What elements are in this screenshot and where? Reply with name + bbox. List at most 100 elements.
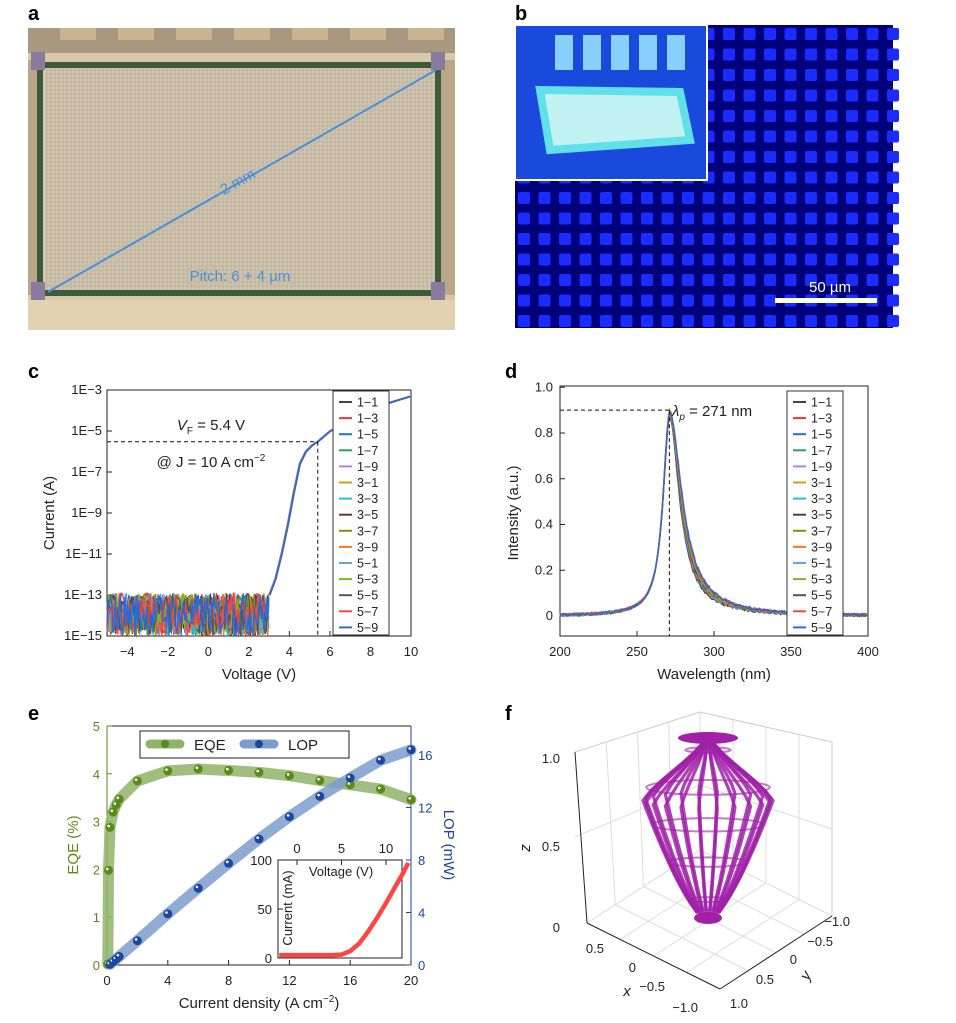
pad bbox=[350, 28, 386, 40]
led-array bbox=[45, 68, 435, 290]
array-border bbox=[37, 62, 441, 296]
micro-led-pixel bbox=[784, 253, 797, 266]
tick-label: 2 bbox=[93, 862, 100, 877]
data-point-lop bbox=[114, 951, 124, 961]
micro-led-pixel bbox=[825, 110, 838, 122]
tick-label: 8 bbox=[418, 853, 425, 868]
micro-led-pixel bbox=[682, 294, 694, 307]
micro-led-pixel bbox=[784, 212, 797, 225]
corner-pad bbox=[31, 282, 45, 300]
micro-led-pixel bbox=[702, 192, 715, 204]
micro-led-pixel bbox=[887, 48, 899, 61]
micro-led-pixel bbox=[743, 89, 756, 102]
micro-led-pixel bbox=[846, 69, 858, 81]
micro-led-pixel bbox=[641, 192, 653, 204]
micro-led-pixel bbox=[764, 130, 776, 143]
micro-led-pixel bbox=[682, 212, 694, 225]
point-highlight bbox=[116, 953, 120, 957]
point-highlight bbox=[408, 797, 412, 800]
panel-labels: a b c d e f bbox=[28, 3, 527, 725]
data-point-lop bbox=[132, 936, 142, 946]
tick-label: 1E−9 bbox=[71, 505, 102, 520]
tick-label: 1.0 bbox=[730, 996, 748, 1011]
data-point-eqe bbox=[406, 795, 416, 805]
micro-led-pixel bbox=[825, 212, 838, 225]
tick-label: 0 bbox=[790, 952, 797, 967]
micro-led-pixel bbox=[764, 253, 776, 266]
micro-led-pixel bbox=[825, 171, 838, 184]
micro-led-pixel bbox=[846, 130, 858, 143]
micro-led-pixel bbox=[764, 294, 776, 307]
micro-led-pixel bbox=[846, 274, 858, 286]
data-point-eqe bbox=[132, 776, 142, 786]
tick-label: 1E−15 bbox=[64, 628, 102, 643]
micro-led-pixel bbox=[682, 233, 694, 245]
micro-led-pixel bbox=[866, 48, 879, 61]
tick-label: 5 bbox=[338, 841, 345, 856]
micro-led-pixel bbox=[805, 28, 817, 40]
bottom-strip bbox=[28, 300, 455, 330]
legend-label: 1−1 bbox=[811, 396, 832, 410]
y-left-axis-label: EQE (%) bbox=[65, 815, 82, 874]
legend-label: 5−9 bbox=[811, 621, 832, 635]
point-highlight bbox=[110, 809, 114, 813]
micro-led-pixel bbox=[887, 130, 899, 143]
point-highlight bbox=[134, 778, 138, 781]
micro-led-pixel bbox=[743, 294, 756, 307]
y-axis-label: Current (A) bbox=[41, 476, 58, 550]
legend-label: 5−3 bbox=[811, 573, 832, 587]
data-point-lop bbox=[406, 745, 416, 755]
micro-led-pixel bbox=[620, 274, 633, 286]
data-point-eqe bbox=[254, 767, 264, 777]
micro-led-pixel bbox=[538, 253, 551, 266]
panel-c-iv-chart: −4 −2 0 2 4 6 8 10 1E−3 1E−5 1E−7 1E−9 1E−11 1E−13 1E−… bbox=[41, 382, 418, 683]
data-point-eqe bbox=[284, 771, 294, 781]
corner-pad bbox=[431, 52, 445, 70]
micro-led-pixel bbox=[600, 315, 612, 327]
micro-led-pixel bbox=[661, 315, 674, 327]
pad bbox=[292, 28, 328, 40]
micro-led-pixel bbox=[846, 151, 858, 163]
micro-led-pixel bbox=[579, 315, 592, 327]
point-highlight bbox=[165, 911, 168, 914]
legend-label: 5−7 bbox=[357, 605, 378, 619]
legend-label: 3−1 bbox=[811, 476, 832, 490]
legend-label: 1−7 bbox=[357, 444, 378, 458]
surface-bottom bbox=[694, 912, 722, 924]
tick-label: 1E−3 bbox=[71, 382, 102, 397]
micro-led-pixel bbox=[641, 212, 653, 225]
micro-led-pixel bbox=[579, 253, 592, 266]
legend-label: 5−1 bbox=[357, 557, 378, 571]
micro-led-pixel bbox=[600, 253, 612, 266]
legend-label: 5−5 bbox=[357, 589, 378, 603]
corner-pad bbox=[431, 282, 445, 300]
micro-led-pixel bbox=[723, 233, 735, 245]
tick-label: 0.5 bbox=[756, 972, 774, 987]
point-highlight bbox=[408, 747, 412, 750]
micro-led-pixel bbox=[620, 192, 633, 204]
micro-led-pixel bbox=[702, 294, 715, 307]
micro-led-pixel bbox=[887, 212, 899, 225]
legend-label: 5−5 bbox=[811, 589, 832, 603]
legend-label: 3−3 bbox=[811, 492, 832, 506]
panel-d-spectrum-chart: 200 250 300 350 400 1.0 0.8 0.6 0.4 0.2 0 Wavelengt… bbox=[505, 379, 879, 683]
data-point-eqe bbox=[315, 775, 325, 785]
tick-label: 0.5 bbox=[542, 839, 560, 854]
tick-label: −1.0 bbox=[824, 914, 850, 929]
micro-led-pixel bbox=[784, 69, 797, 81]
micro-led-pixel bbox=[661, 274, 674, 286]
micro-led-pixel bbox=[784, 89, 797, 102]
micro-led-pixel bbox=[846, 171, 858, 184]
micro-led-pixel bbox=[866, 253, 879, 266]
surface-meridian bbox=[706, 734, 773, 914]
tick-label: 0.5 bbox=[586, 941, 604, 956]
point-highlight bbox=[107, 824, 111, 828]
micro-led-pixel bbox=[559, 315, 571, 327]
micro-led-pixel bbox=[620, 233, 633, 245]
micro-led-pixel bbox=[825, 89, 838, 102]
text-part: λ bbox=[671, 403, 679, 420]
tick-label: 1 bbox=[93, 910, 100, 925]
micro-led-pixel bbox=[723, 253, 735, 266]
